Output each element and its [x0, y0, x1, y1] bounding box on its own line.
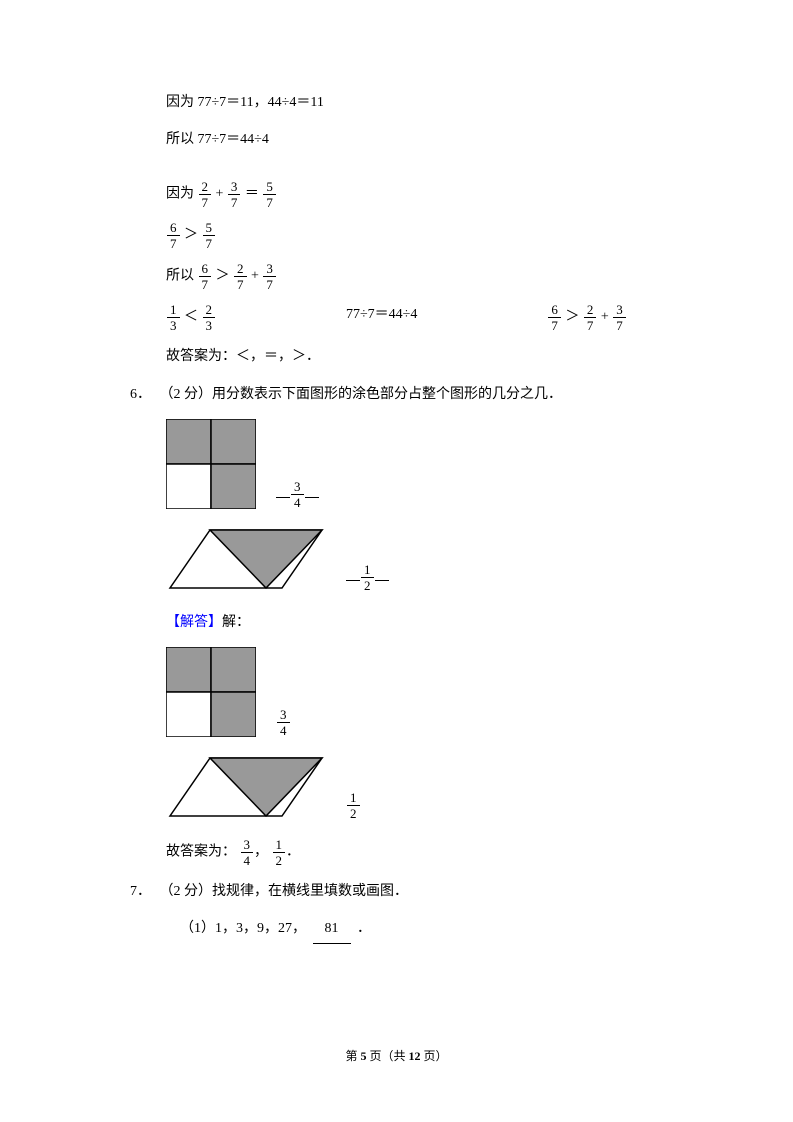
question-7-sub1-text: （1）1，3，9，27，: [180, 921, 306, 936]
answer-6-prefix: 故答案为：: [166, 845, 236, 860]
question-7-sub1: （1）1，3，9，27， 81 ．: [180, 916, 663, 944]
parallelogram-diagram: [166, 755, 326, 820]
fraction-1-2: 12: [361, 563, 374, 592]
fraction-3-4: 34: [291, 480, 304, 509]
fraction-blank-12: 12: [346, 563, 389, 592]
parallelogram-diagram: [166, 527, 326, 592]
footer-total: 12: [409, 1049, 421, 1063]
answer-5: 故答案为：＜，＝，＞．: [166, 344, 663, 369]
op-lt: ＜: [184, 310, 198, 325]
fraction-3-7: 37: [228, 180, 241, 209]
fraction-3-7: 37: [613, 303, 626, 332]
text-because: 因为: [166, 187, 194, 202]
page-footer: 第 5 页（共 12 页）: [0, 1047, 793, 1064]
op-gt: ＞: [216, 269, 230, 284]
question-7-text: （2 分）找规律，在横线里填数或画图．: [160, 884, 409, 899]
solution-label: 【解答】: [166, 615, 222, 630]
fraction-6-7: 67: [548, 303, 561, 332]
fraction-3-4: 34: [277, 708, 290, 737]
row-three-comparisons: 13 ＜ 23 77÷7＝44÷4 67 ＞ 27 + 37: [166, 303, 663, 332]
footer-mid: 页（共: [366, 1049, 408, 1063]
question-number: 7．: [130, 879, 156, 904]
square-diagram: [166, 647, 256, 737]
text-therefore: 所以: [166, 269, 194, 284]
question-6: 6． （2 分）用分数表示下面图形的涂色部分占整个图形的几分之几．: [130, 382, 663, 407]
solution-word: 解：: [222, 615, 250, 630]
compare-67-sum: 67 ＞ 27 + 37: [547, 303, 626, 332]
fraction-5-7: 57: [203, 221, 216, 250]
footer-post: 页）: [421, 1049, 448, 1063]
op-eq: ＝: [245, 187, 259, 202]
shape-row-parallelogram-1: 12: [166, 527, 663, 592]
compare-division: 77÷7＝44÷4: [346, 303, 417, 332]
fraction-5-7: 57: [263, 180, 276, 209]
answer-6: 故答案为： 34， 12．: [166, 838, 663, 867]
square-diagram: [166, 419, 256, 509]
comma: ，: [254, 845, 268, 860]
fraction-2-7: 27: [199, 180, 212, 209]
fraction-3-4: 34: [241, 838, 254, 867]
shape-row-square-2: 34: [166, 647, 663, 737]
line-therefore-2: 所以 67 ＞ 27 + 37: [166, 262, 663, 291]
fraction-blank-34: 34: [276, 480, 319, 509]
op-plus: +: [216, 187, 224, 202]
op-gt: ＞: [565, 310, 579, 325]
fraction-1-2: 12: [347, 791, 360, 820]
op-plus: +: [601, 310, 609, 325]
line-therefore-1: 所以 77÷7＝44÷4: [166, 127, 663, 152]
footer-pre: 第: [345, 1049, 360, 1063]
op-gt: ＞: [184, 228, 198, 243]
answer-blank: 81: [313, 916, 351, 944]
op-plus: +: [251, 269, 259, 284]
shape-row-square-1: 34: [166, 419, 663, 509]
shape-row-parallelogram-2: 12: [166, 755, 663, 820]
line-because-2: 因为 27 + 37 ＝ 57: [166, 180, 663, 209]
period: ．: [286, 845, 300, 860]
compare-13-23: 13 ＜ 23: [166, 303, 216, 332]
fraction-6-7: 67: [199, 262, 212, 291]
question-number: 6．: [130, 382, 156, 407]
question-6-text: （2 分）用分数表示下面图形的涂色部分占整个图形的几分之几．: [160, 387, 563, 402]
fraction-1-2: 12: [273, 838, 286, 867]
fraction-2-3: 23: [203, 303, 216, 332]
line-because-1: 因为 77÷7＝11，44÷4＝11: [166, 90, 663, 115]
solution-6: 【解答】解：: [166, 610, 663, 635]
fraction-6-7: 67: [167, 221, 180, 250]
fraction-2-7: 27: [584, 303, 597, 332]
fraction-3-7: 37: [263, 262, 276, 291]
line-compare-67-57: 67 ＞ 57: [166, 221, 663, 250]
fraction-2-7: 27: [234, 262, 247, 291]
fraction-1-3: 13: [167, 303, 180, 332]
question-7: 7． （2 分）找规律，在横线里填数或画图．: [130, 879, 663, 904]
period: ．: [357, 921, 371, 936]
